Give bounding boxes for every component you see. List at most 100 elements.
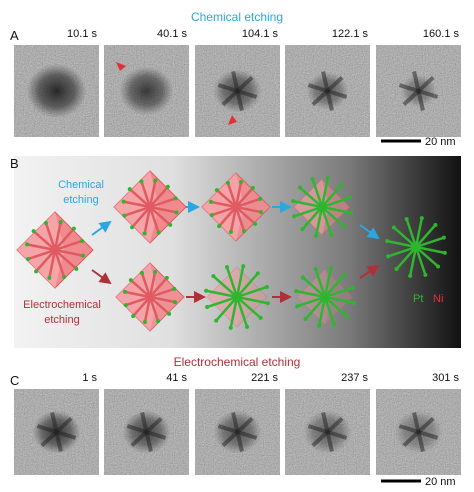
pt-tip bbox=[139, 179, 144, 184]
pt-arm bbox=[415, 224, 437, 248]
pt-tip bbox=[142, 231, 147, 236]
pt-arm bbox=[149, 185, 169, 208]
particle-arm bbox=[145, 430, 167, 440]
pt-arm bbox=[235, 206, 256, 225]
particle-arm bbox=[36, 424, 58, 434]
pt-tip bbox=[58, 220, 63, 225]
pt-tip bbox=[225, 180, 230, 185]
pt-tip bbox=[423, 272, 428, 277]
particle bbox=[119, 66, 174, 116]
pt-arm bbox=[54, 248, 84, 257]
pt-arm bbox=[304, 296, 326, 320]
pt-tip bbox=[386, 254, 391, 259]
pt-tip bbox=[25, 257, 30, 262]
pt-tip bbox=[242, 229, 247, 234]
time-label: 160.1 s bbox=[423, 28, 460, 40]
pt-tip bbox=[313, 267, 318, 272]
pt-tip bbox=[156, 319, 161, 324]
pt-arm bbox=[48, 249, 57, 279]
particle-model bbox=[115, 262, 185, 332]
pt-arm bbox=[216, 189, 237, 208]
pt-tip bbox=[265, 301, 270, 306]
pt-arm bbox=[130, 279, 151, 298]
scale-label: 20 nm bbox=[425, 136, 456, 148]
pt-tip bbox=[211, 274, 216, 279]
particle-arm bbox=[221, 430, 239, 448]
pt-tip bbox=[142, 319, 147, 324]
octahedron-face bbox=[202, 173, 245, 241]
pt-arm bbox=[149, 295, 176, 304]
particle-arm bbox=[326, 75, 344, 93]
route-label: Chemical bbox=[58, 179, 104, 191]
particle-arm bbox=[236, 416, 254, 434]
pt-tip bbox=[264, 284, 269, 289]
particle-arm bbox=[231, 71, 240, 92]
pt-arm bbox=[235, 296, 249, 328]
pt-arm bbox=[32, 230, 56, 251]
particle-arm bbox=[235, 90, 244, 111]
route-label: etching bbox=[63, 194, 98, 206]
pt-tip bbox=[345, 314, 350, 319]
pt-tip bbox=[214, 318, 219, 323]
particle-arm bbox=[325, 90, 334, 111]
pt-arm bbox=[54, 227, 75, 251]
pt-arm bbox=[324, 295, 355, 305]
pt-arm bbox=[148, 296, 160, 322]
panel-label: A bbox=[10, 28, 19, 43]
pt-tip bbox=[441, 235, 446, 240]
pt-tip bbox=[127, 187, 132, 192]
particle-arm bbox=[55, 416, 73, 434]
pt-tip bbox=[74, 266, 79, 271]
particle-arm bbox=[326, 416, 344, 434]
pt-tip bbox=[80, 253, 85, 258]
pt-arm bbox=[124, 205, 151, 217]
pt-arm bbox=[323, 267, 333, 298]
pt-tip bbox=[404, 217, 409, 222]
pt-arm bbox=[225, 266, 239, 298]
particle-arm bbox=[144, 431, 153, 452]
pt-tip bbox=[258, 210, 263, 215]
particle-arm bbox=[140, 412, 149, 433]
pt-arm bbox=[321, 196, 351, 209]
particle-model bbox=[291, 176, 353, 238]
pt-tip bbox=[385, 239, 390, 244]
pt-arm bbox=[236, 285, 268, 299]
pt-tip bbox=[292, 214, 297, 219]
pt-arm bbox=[226, 182, 238, 208]
pt-tip bbox=[250, 185, 255, 190]
particle-model bbox=[204, 264, 270, 330]
pt-arm bbox=[140, 272, 152, 298]
pt-tip bbox=[80, 238, 85, 243]
pt-tip bbox=[34, 269, 39, 274]
particle-arm bbox=[130, 430, 148, 448]
pt-tip bbox=[433, 222, 438, 227]
pt-arm bbox=[218, 206, 237, 227]
particle-arm bbox=[326, 430, 348, 440]
particle-arm bbox=[416, 90, 425, 111]
particle-arm bbox=[55, 430, 77, 440]
pt-arm bbox=[395, 246, 417, 270]
pt-arm bbox=[311, 178, 324, 208]
pt-tip bbox=[253, 221, 258, 226]
pt-tip bbox=[255, 271, 260, 276]
particle-arm bbox=[236, 430, 258, 440]
particle-arm bbox=[417, 416, 435, 434]
pt-tip bbox=[228, 229, 233, 234]
pt-arm bbox=[205, 289, 238, 299]
particle-arm bbox=[417, 89, 439, 99]
particle-model bbox=[294, 266, 356, 328]
pt-arm bbox=[414, 217, 424, 248]
pt-arm bbox=[415, 246, 439, 268]
pt-tip bbox=[325, 176, 330, 181]
pt-arm bbox=[148, 206, 160, 233]
pt-arm bbox=[235, 187, 254, 208]
particle-arm bbox=[217, 424, 239, 434]
particle-model bbox=[385, 216, 447, 278]
pt-tip bbox=[339, 182, 344, 187]
pt-tip bbox=[394, 267, 399, 272]
particle-arm bbox=[145, 416, 163, 434]
particle-arm bbox=[126, 424, 148, 434]
pt-arm bbox=[229, 296, 239, 329]
particle-arm bbox=[307, 424, 329, 434]
